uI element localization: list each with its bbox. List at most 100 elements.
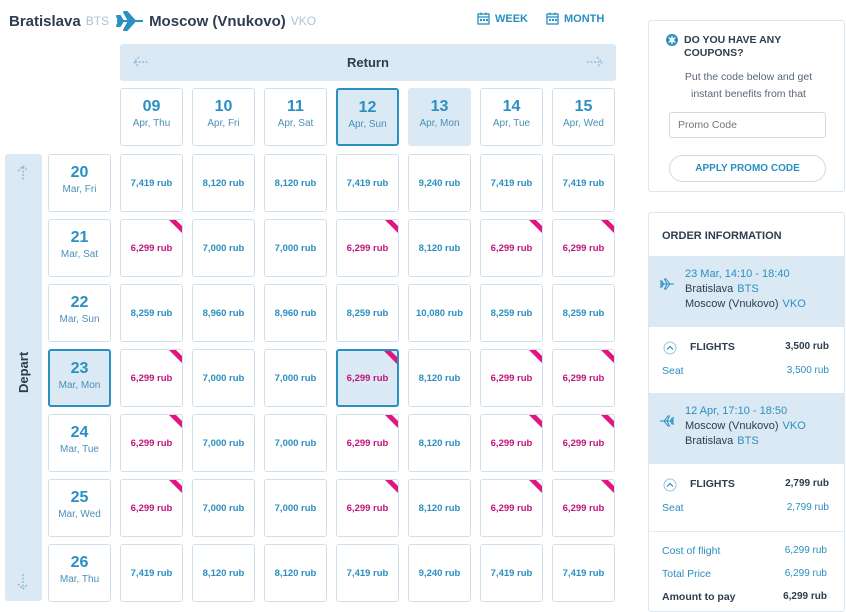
price-cell[interactable]: 7,419 rub [480,154,543,212]
price-cell[interactable]: 8,259 rub [552,284,615,342]
arrow-left-icon[interactable] [132,55,150,69]
best-price-ribbon-icon [385,220,398,233]
price-cell[interactable]: 9,240 rub [408,154,471,212]
outbound-time: 23 Mar, 14:10 - 18:40 [685,268,790,280]
price-cell[interactable]: 6,299 rub [480,414,543,472]
best-price-ribbon-icon [601,415,614,428]
chevron-up-icon[interactable] [663,341,677,355]
price-cell[interactable]: 9,240 rub [408,544,471,602]
price-value: 6,299 rub [562,242,605,254]
price-value: 7,419 rub [130,567,173,579]
depart-date-2[interactable]: 22 Mar, Sun [48,284,111,342]
depart-weekday: Mar, Fri [62,184,97,195]
depart-date-3[interactable]: 23 Mar, Mon [48,349,111,407]
depart-day: 25 [70,489,89,506]
price-value: 6,299 rub [346,242,389,254]
price-cell[interactable]: 7,000 rub [264,349,327,407]
inbound-time: 12 Apr, 17:10 - 18:50 [685,405,788,417]
month-view-link[interactable]: MONTH [546,12,604,25]
price-value: 8,259 rub [346,307,389,319]
price-cell[interactable]: 7,000 rub [192,479,255,537]
price-cell[interactable]: 8,120 rub [264,154,327,212]
return-date-6[interactable]: 15 Apr, Wed [552,88,615,146]
seat-price: 2,799 rub [786,502,829,513]
inbound-flights-section: FLIGHTS 2,799 rub Seat 2,799 rub [649,466,844,532]
price-cell[interactable]: 6,299 rub [120,349,183,407]
price-cell[interactable]: 7,419 rub [552,544,615,602]
price-cell[interactable]: 6,299 rub [552,414,615,472]
price-cell[interactable]: 7,419 rub [552,154,615,212]
week-label: WEEK [495,12,528,25]
arrow-down-icon[interactable] [16,573,30,591]
arrow-up-icon[interactable] [16,164,30,182]
origin-code: BTS [85,14,110,28]
week-view-link[interactable]: WEEK [477,12,528,25]
price-cell[interactable]: 8,259 rub [480,284,543,342]
price-cell[interactable]: 7,419 rub [336,154,399,212]
return-day: 10 [214,98,233,115]
price-cell[interactable]: 8,120 rub [192,544,255,602]
return-label: Return [347,55,389,70]
price-cell[interactable]: 6,299 rub [480,349,543,407]
amount-to-pay-label: Amount to pay [662,591,736,603]
price-cell[interactable]: 8,120 rub [264,544,327,602]
price-cell[interactable]: 7,000 rub [264,414,327,472]
price-cell[interactable]: 8,120 rub [192,154,255,212]
price-cell[interactable]: 6,299 rub [120,219,183,277]
return-date-0[interactable]: 09 Apr, Thu [120,88,183,146]
price-cell[interactable]: 7,000 rub [264,219,327,277]
price-cell[interactable]: 6,299 rub [480,219,543,277]
price-cell[interactable]: 8,960 rub [192,284,255,342]
best-price-ribbon-icon [384,351,397,364]
apply-promo-button[interactable]: APPLY PROMO CODE [669,155,826,182]
depart-date-5[interactable]: 25 Mar, Wed [48,479,111,537]
arrow-right-icon[interactable] [586,55,604,69]
price-cell[interactable]: 7,419 rub [336,544,399,602]
price-cell[interactable]: 7,419 rub [120,544,183,602]
price-cell[interactable]: 7,000 rub [264,479,327,537]
price-cell[interactable]: 7,000 rub [192,414,255,472]
price-cell[interactable]: 6,299 rub [552,349,615,407]
return-date-4[interactable]: 13 Apr, Mon [408,88,471,146]
depart-date-1[interactable]: 21 Mar, Sat [48,219,111,277]
price-cell[interactable]: 8,120 rub [408,219,471,277]
price-cell[interactable]: 8,259 rub [336,284,399,342]
price-value: 7,000 rub [202,502,245,514]
price-cell[interactable]: 8,120 rub [408,479,471,537]
price-cell[interactable]: 6,299 rub [120,479,183,537]
price-cell[interactable]: 8,259 rub [120,284,183,342]
price-cell[interactable]: 8,120 rub [408,349,471,407]
chevron-up-icon[interactable] [663,478,677,492]
price-value: 6,299 rub [130,242,173,254]
price-cell[interactable]: 6,299 rub [336,479,399,537]
price-value: 7,000 rub [202,437,245,449]
price-cell[interactable]: 6,299 rub [336,414,399,472]
price-value: 8,259 rub [490,307,533,319]
depart-date-4[interactable]: 24 Mar, Tue [48,414,111,472]
price-cell[interactable]: 7,000 rub [192,219,255,277]
total-price-value: 6,299 rub [784,568,827,579]
depart-day: 23 [70,360,89,377]
price-cell[interactable]: 8,120 rub [408,414,471,472]
price-cell[interactable]: 6,299 rub [336,219,399,277]
price-cell[interactable]: 6,299 rub [336,349,399,407]
price-cell[interactable]: 7,000 rub [192,349,255,407]
depart-date-6[interactable]: 26 Mar, Thu [48,544,111,602]
coupon-description: Put the code below and get instant benef… [684,71,813,100]
return-day: 15 [574,98,593,115]
price-cell[interactable]: 6,299 rub [480,479,543,537]
price-cell[interactable]: 6,299 rub [552,219,615,277]
return-date-3[interactable]: 12 Apr, Sun [336,88,399,146]
price-cell[interactable]: 7,419 rub [480,544,543,602]
depart-date-0[interactable]: 20 Mar, Fri [48,154,111,212]
promo-code-input[interactable] [669,112,826,138]
return-date-1[interactable]: 10 Apr, Fri [192,88,255,146]
price-cell[interactable]: 7,419 rub [120,154,183,212]
price-cell[interactable]: 6,299 rub [552,479,615,537]
price-cell[interactable]: 10,080 rub [408,284,471,342]
return-date-2[interactable]: 11 Apr, Sat [264,88,327,146]
dest-code: VKO [290,14,317,28]
price-cell[interactable]: 8,960 rub [264,284,327,342]
return-date-5[interactable]: 14 Apr, Tue [480,88,543,146]
price-cell[interactable]: 6,299 rub [120,414,183,472]
